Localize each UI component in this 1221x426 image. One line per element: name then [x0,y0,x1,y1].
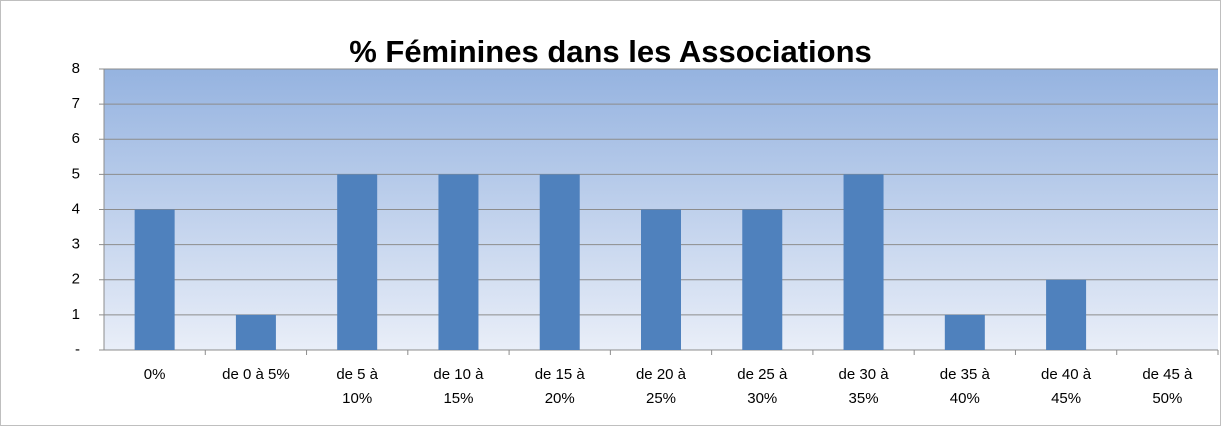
x-tick-label: de 10 à 15% [433,366,484,407]
x-tick-label: de 5 à 10% [336,366,379,407]
bar [944,314,985,350]
x-tick-label: 0% [143,366,166,383]
bar [235,314,276,350]
bar [742,209,783,350]
y-tick-label: 1 [72,306,80,323]
x-tick-label: de 0 à 5% [222,366,290,383]
y-tick-label: 2 [72,271,80,288]
bar [1046,279,1087,350]
y-tick-label: 3 [72,236,80,253]
y-tick-label: - [75,341,80,358]
y-tick-label: 5 [72,165,80,182]
y-tick-label: 7 [72,95,80,112]
y-tick-label: 6 [72,130,80,147]
bar [134,209,175,350]
x-tick-label: de 25 à 30% [737,366,788,407]
bar [539,174,580,350]
x-tick-label: de 45 à 50% [1142,366,1193,407]
bar [843,174,884,350]
y-tick-label: 4 [72,200,80,217]
x-tick-label: de 20 à 25% [635,366,687,407]
chart-title: % Féminines dans les Associations [349,34,872,69]
bar [641,209,681,350]
x-tick-label: de 30 à 35% [838,366,889,407]
x-tick-label: de 15 à 20% [534,366,585,407]
bar [337,174,378,350]
x-tick-label: de 35 à 40% [939,366,990,407]
x-tick-label: de 40 à 45% [1041,366,1092,407]
y-tick-label: 8 [72,60,80,77]
bar [438,174,479,350]
